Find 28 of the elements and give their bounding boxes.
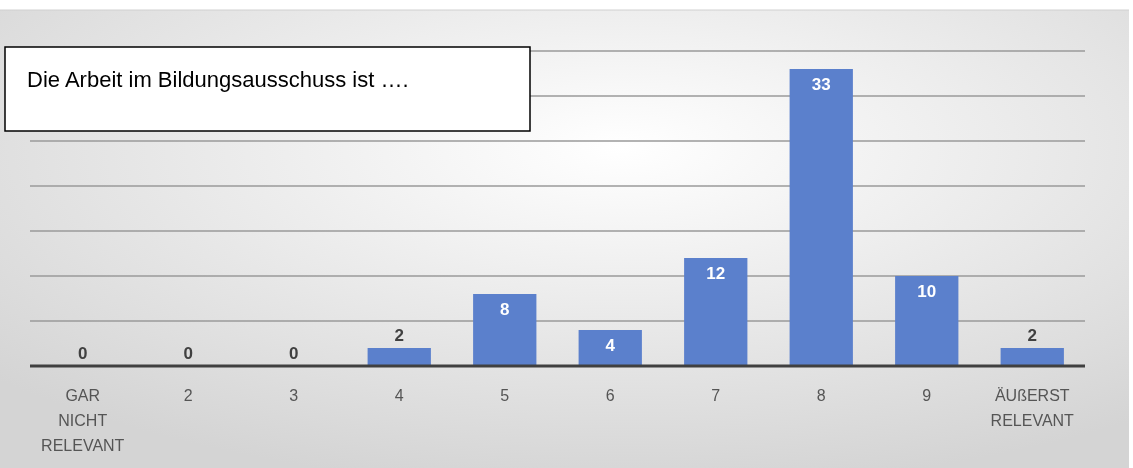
bar [789, 69, 853, 366]
x-tick-label: 5 [500, 387, 510, 404]
x-tick-label: 4 [394, 387, 404, 404]
x-tick-label: 8 [816, 387, 826, 404]
x-tick-label: GAR NICHT RELEVANT [41, 387, 125, 454]
bar [684, 258, 748, 366]
data-label: 0 [183, 344, 193, 363]
x-tick-label: 6 [605, 387, 615, 404]
x-tick-label: 3 [289, 387, 299, 404]
data-label: 0 [78, 344, 88, 363]
x-tick-label: 7 [711, 387, 721, 404]
bar [1000, 348, 1064, 366]
data-label: 8 [500, 300, 510, 319]
bar [473, 294, 537, 366]
data-label: 0 [289, 344, 299, 363]
data-label: 12 [706, 264, 726, 283]
x-tick-label: 2 [183, 387, 193, 404]
x-tick-label: 9 [922, 387, 932, 404]
bar [367, 348, 431, 366]
x-tick-label: ÄUßERST RELEVANT [990, 387, 1075, 429]
data-label: 4 [605, 336, 616, 355]
data-label: 10 [917, 282, 937, 301]
data-label: 2 [394, 326, 404, 345]
data-label: 33 [811, 75, 831, 94]
title-box: Die Arbeit im Bildungsausschuss ist …. [4, 46, 531, 132]
bar [578, 330, 642, 366]
data-label: 2 [1027, 326, 1037, 345]
bar [895, 276, 959, 366]
